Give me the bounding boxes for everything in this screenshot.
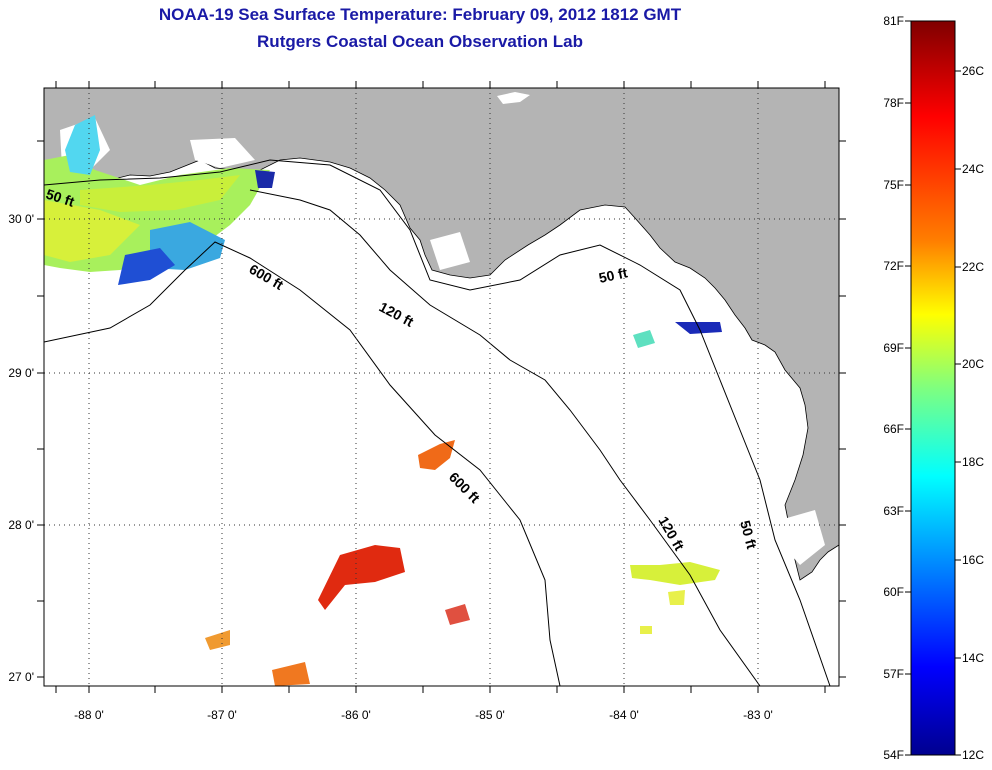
map-subtitle: Rutgers Coastal Ocean Observation Lab bbox=[257, 32, 583, 51]
contour-600ft bbox=[44, 241, 561, 686]
colorbar-label-c: 22C bbox=[962, 260, 984, 274]
lon-label: -84 0' bbox=[609, 708, 639, 722]
colorbar-label-f: 78F bbox=[883, 96, 904, 110]
contour-50ft bbox=[44, 159, 831, 686]
colorbar-label-c: 20C bbox=[962, 357, 984, 371]
sst-patches bbox=[44, 115, 722, 686]
colorbar-label-f: 63F bbox=[883, 504, 904, 518]
land-area bbox=[44, 88, 839, 581]
contour-label: 50 ft bbox=[737, 519, 760, 551]
colorbar-label-f: 69F bbox=[883, 341, 904, 355]
colorbar-label-f: 72F bbox=[883, 259, 904, 273]
colorbar-label-f: 81F bbox=[883, 14, 904, 28]
map-frame bbox=[43, 87, 840, 687]
colorbar-label-f: 75F bbox=[883, 178, 904, 192]
colorbar-label-c: 26C bbox=[962, 64, 984, 78]
lon-label: -88 0' bbox=[74, 708, 104, 722]
contour-label: 50 ft bbox=[597, 264, 629, 286]
lon-label: -83 0' bbox=[743, 708, 773, 722]
lat-label: 29 0' bbox=[8, 366, 34, 380]
colorbar-label-c: 12C bbox=[962, 748, 984, 762]
apalachicola-bay bbox=[430, 232, 470, 270]
colorbar-label-f: 54F bbox=[883, 748, 904, 762]
colorbar-label-c: 14C bbox=[962, 651, 984, 665]
map-title: NOAA-19 Sea Surface Temperature: Februar… bbox=[158, 5, 682, 24]
axis-ticks bbox=[37, 81, 846, 693]
colorbar-label-c: 18C bbox=[962, 455, 984, 469]
colorbar-label-c: 24C bbox=[962, 162, 984, 176]
contour-120ft bbox=[249, 189, 761, 686]
colorbar-label-f: 66F bbox=[883, 422, 904, 436]
lon-label: -87 0' bbox=[207, 708, 237, 722]
colorbar-ticks bbox=[905, 20, 961, 756]
lat-label: 30 0' bbox=[8, 212, 34, 226]
colorbar-label-c: 16C bbox=[962, 553, 984, 567]
inland-lake bbox=[497, 92, 530, 104]
lat-label: 28 0' bbox=[8, 518, 34, 532]
lat-label: 27 0' bbox=[8, 670, 34, 684]
lon-label: -86 0' bbox=[341, 708, 371, 722]
colorbar-label-f: 57F bbox=[883, 667, 904, 681]
tampa-bay bbox=[780, 510, 825, 565]
colorbar bbox=[910, 20, 956, 756]
lon-label: -85 0' bbox=[475, 708, 505, 722]
colorbar-label-f: 60F bbox=[883, 585, 904, 599]
